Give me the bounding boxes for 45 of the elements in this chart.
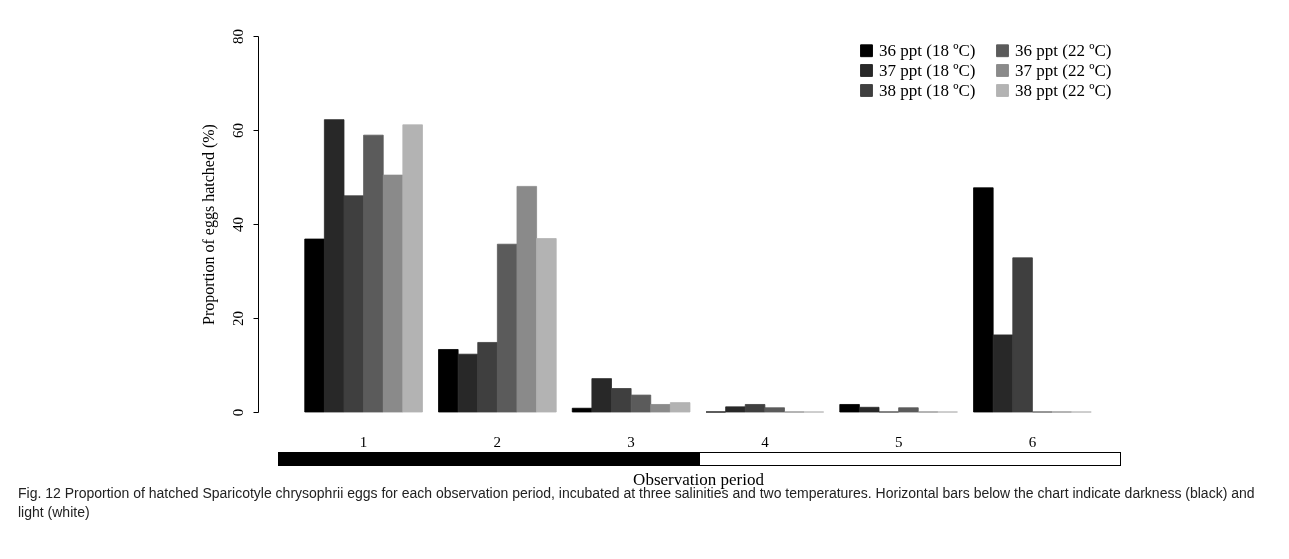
- bar: [536, 238, 557, 413]
- x-tick-label: 3: [627, 433, 635, 450]
- legend-label: 36 ppt (18 ºC): [879, 40, 976, 60]
- bar: [973, 187, 994, 413]
- bar: [477, 342, 498, 413]
- bar: [839, 404, 860, 413]
- bar: [650, 404, 671, 413]
- y-tick-label: 40: [229, 217, 246, 232]
- bar: [304, 238, 325, 413]
- legend-label: 38 ppt (18 ºC): [879, 80, 976, 100]
- bar: [402, 124, 423, 413]
- bar: [725, 406, 746, 413]
- y-axis-title: Proportion of eggs hatched (%): [199, 124, 218, 325]
- x-tick-label: 6: [1028, 433, 1037, 450]
- bar: [496, 243, 518, 413]
- bar: [859, 406, 880, 413]
- bar: [898, 407, 919, 413]
- y-tick-label: 80: [229, 29, 246, 44]
- y-tick-label: 60: [229, 123, 246, 138]
- bar: [1012, 257, 1033, 413]
- y-tick-label: 0: [229, 408, 246, 417]
- bar: [630, 394, 652, 413]
- y-tick-label: 20: [229, 311, 246, 326]
- bar: [591, 378, 612, 413]
- bar: [323, 119, 345, 413]
- bar: [516, 186, 537, 413]
- bar: [571, 407, 593, 413]
- bar: [382, 174, 404, 413]
- bar: [438, 349, 459, 413]
- x-tick-label: 1: [359, 433, 368, 450]
- bar: [457, 353, 479, 413]
- x-tick-label: 4: [761, 433, 770, 450]
- legend-label: 37 ppt (18 ºC): [879, 60, 976, 80]
- bar: [363, 134, 384, 413]
- x-tick-label: 5: [894, 433, 903, 450]
- legend-label: 38 ppt (22 ºC): [1015, 80, 1112, 100]
- legend-label: 36 ppt (22 ºC): [1015, 40, 1112, 60]
- legend-label: 37 ppt (22 ºC): [1015, 60, 1112, 80]
- bar: [343, 195, 365, 413]
- bar: [669, 402, 691, 413]
- bar: [744, 404, 766, 413]
- bar: [764, 407, 785, 413]
- bar: [611, 388, 632, 413]
- bar: [992, 334, 1014, 413]
- x-tick-label: 2: [493, 433, 502, 450]
